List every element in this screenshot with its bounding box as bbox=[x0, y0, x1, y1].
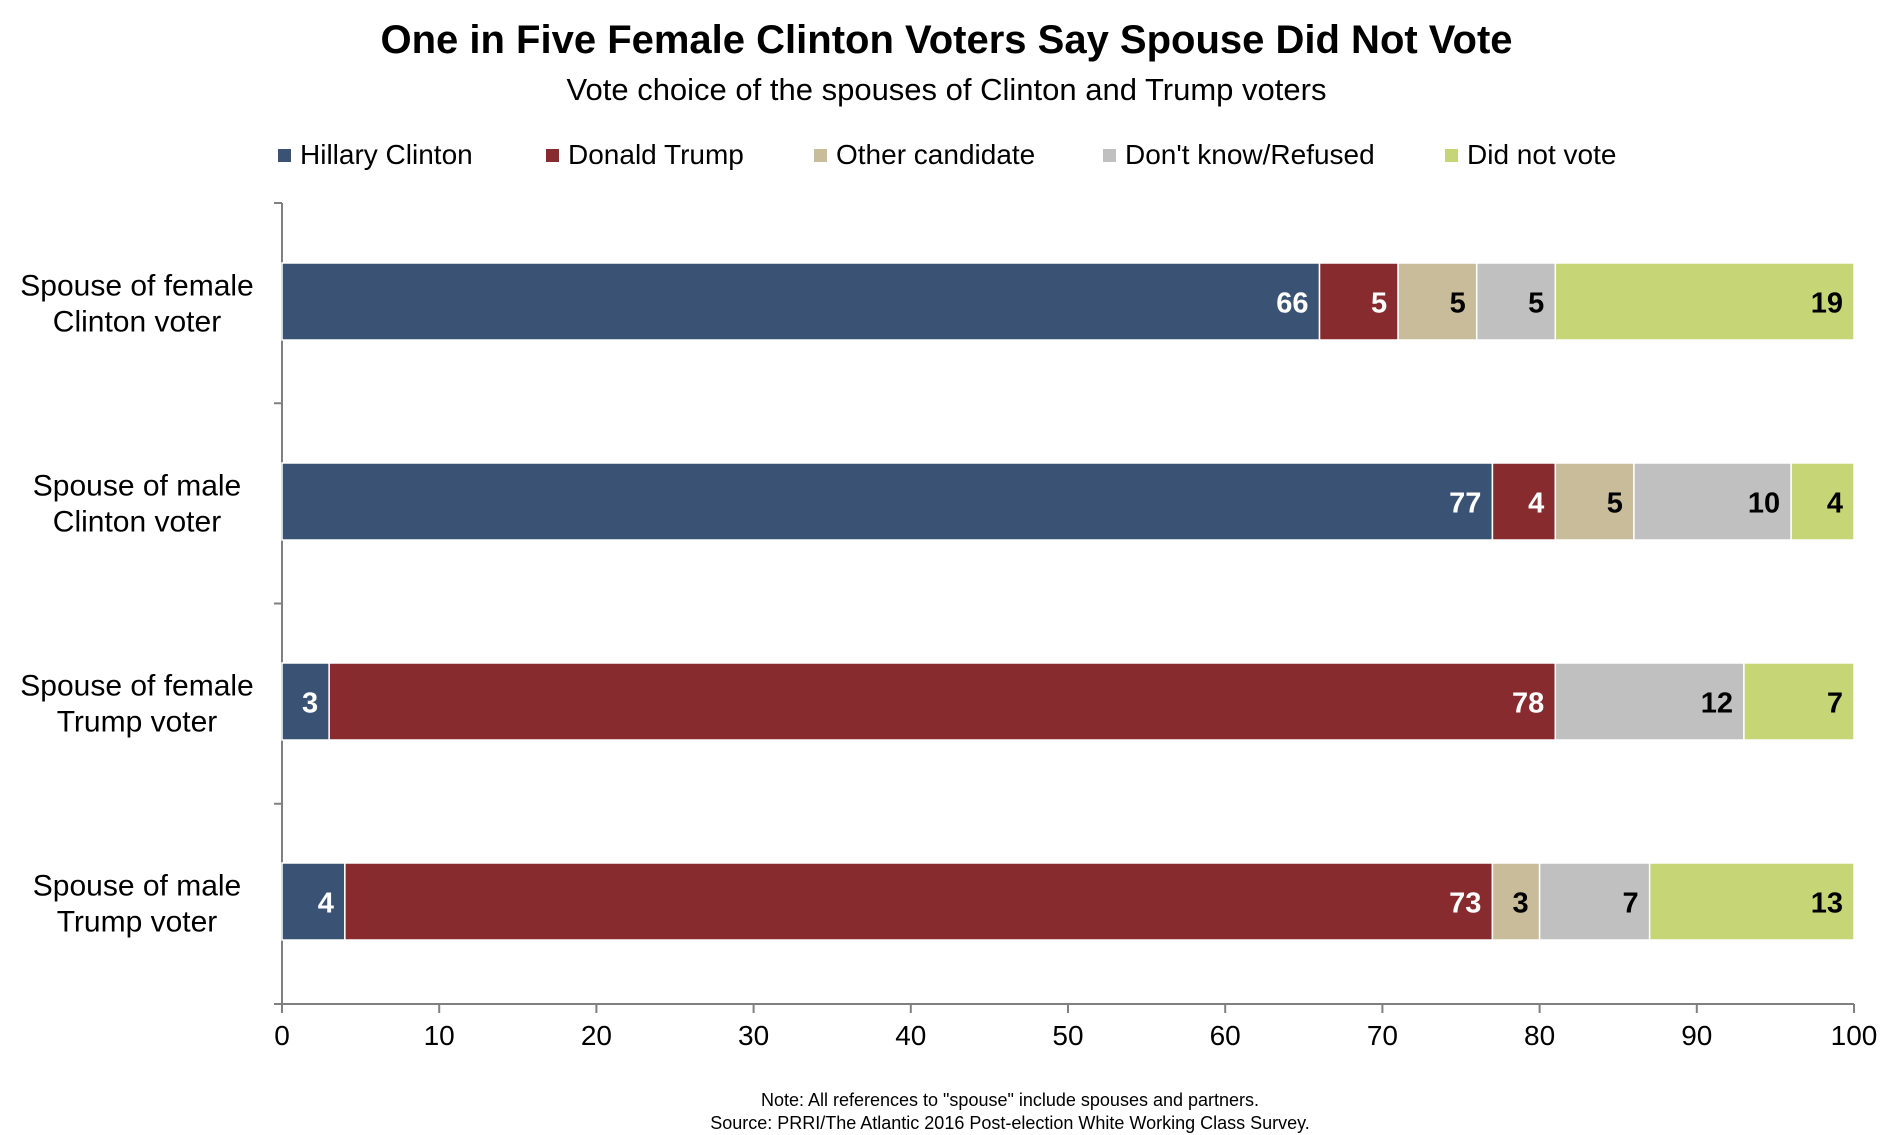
bar-segment-don-t-know-refused bbox=[1475, 262, 1557, 341]
bar-segment-don-t-know-refused bbox=[1538, 862, 1651, 941]
chart-source: Source: PRRI/The Atlantic 2016 Post-elec… bbox=[710, 1113, 1310, 1133]
data-label: 5 bbox=[1371, 288, 1387, 320]
chart-note: Note: All references to "spouse" include… bbox=[760, 1090, 1260, 1110]
x-tick-label: 0 bbox=[274, 1020, 290, 1051]
x-tick-label: 100 bbox=[1831, 1020, 1878, 1051]
legend-swatch-did-not-vote bbox=[1445, 148, 1458, 162]
legend-item-hillary-clinton: Hillary Clinton bbox=[278, 137, 473, 173]
x-tick-label: 40 bbox=[895, 1020, 926, 1051]
data-label: 4 bbox=[318, 888, 334, 920]
category-label: Spouse of female Trump voter bbox=[20, 670, 253, 739]
data-label: 5 bbox=[1528, 288, 1544, 320]
bar-segment-donald-trump bbox=[328, 662, 1557, 741]
legend-label-did-not-vote: Did not vote bbox=[1467, 139, 1617, 170]
category-label-line: Clinton voter bbox=[53, 506, 221, 539]
bar-segment-hillary-clinton bbox=[281, 862, 346, 941]
category-label-line: Clinton voter bbox=[53, 306, 221, 339]
x-tick-label: 50 bbox=[1052, 1020, 1083, 1051]
data-label: 13 bbox=[1811, 888, 1843, 920]
bar-segment-did-not-vote bbox=[1648, 862, 1855, 941]
x-tick-label: 10 bbox=[424, 1020, 455, 1051]
data-label: 12 bbox=[1701, 688, 1733, 720]
category-label-line: Trump voter bbox=[57, 706, 218, 739]
legend-swatch-other-candidate bbox=[814, 148, 827, 162]
data-label: 3 bbox=[302, 688, 318, 720]
chart-subtitle: Vote choice of the spouses of Clinton an… bbox=[566, 72, 1327, 107]
data-label: 4 bbox=[1528, 488, 1544, 520]
legend-swatch-donald-trump bbox=[546, 148, 559, 162]
data-label: 19 bbox=[1811, 288, 1843, 320]
bar-segment-did-not-vote bbox=[1790, 462, 1855, 541]
legend-label-other-candidate: Other candidate bbox=[836, 139, 1036, 170]
bar-segment-other-candidate bbox=[1491, 862, 1541, 941]
bar-segment-donald-trump bbox=[344, 862, 1494, 941]
data-label: 78 bbox=[1512, 688, 1544, 720]
category-label-line: Trump voter bbox=[57, 906, 218, 939]
legend-swatch-dont-know-refused bbox=[1103, 148, 1116, 162]
data-label: 77 bbox=[1449, 488, 1481, 520]
data-label: 73 bbox=[1449, 888, 1481, 920]
legend-label-dont-know-refused: Don't know/Refused bbox=[1125, 139, 1375, 170]
bar-segment-other-candidate bbox=[1554, 462, 1635, 541]
data-label: 5 bbox=[1607, 488, 1623, 520]
chart-title: One in Five Female Clinton Voters Say Sp… bbox=[380, 18, 1513, 62]
legend-item-donald-trump: Donald Trump bbox=[546, 137, 744, 173]
category-label-line: Spouse of male bbox=[33, 870, 241, 903]
bar-segment-donald-trump bbox=[1491, 462, 1557, 541]
legend-item-other-candidate: Other candidate bbox=[814, 137, 1035, 173]
legend-swatch-hillary-clinton bbox=[278, 148, 291, 162]
x-tick-label: 70 bbox=[1367, 1020, 1398, 1051]
bar-segment-hillary-clinton bbox=[281, 462, 1494, 541]
data-label: 5 bbox=[1450, 288, 1466, 320]
bar-segment-donald-trump bbox=[1318, 262, 1399, 341]
category-label-line: Spouse of male bbox=[33, 470, 241, 503]
bar-segment-other-candidate bbox=[1397, 262, 1478, 341]
legend-item-did-not-vote: Did not vote bbox=[1445, 137, 1616, 173]
bar-segment-did-not-vote bbox=[1743, 662, 1855, 741]
legend-label-hillary-clinton: Hillary Clinton bbox=[300, 139, 473, 170]
category-label: Spouse of female Clinton voter bbox=[20, 270, 253, 339]
x-tick-label: 30 bbox=[738, 1020, 769, 1051]
x-tick-label: 90 bbox=[1681, 1020, 1712, 1051]
bar-segment-did-not-vote bbox=[1554, 262, 1855, 341]
x-tick-label: 80 bbox=[1524, 1020, 1555, 1051]
data-label: 10 bbox=[1748, 488, 1780, 520]
data-label: 7 bbox=[1827, 688, 1843, 720]
category-label: Spouse of male Clinton voter bbox=[33, 470, 241, 539]
category-label: Spouse of male Trump voter bbox=[33, 870, 241, 939]
data-label: 4 bbox=[1827, 488, 1843, 520]
bar-segment-hillary-clinton bbox=[281, 262, 1321, 341]
x-tick-label: 20 bbox=[581, 1020, 612, 1051]
data-label: 66 bbox=[1276, 288, 1308, 320]
category-label-line: Spouse of female bbox=[20, 270, 253, 303]
data-label: 3 bbox=[1512, 888, 1528, 920]
x-tick-label: 60 bbox=[1210, 1020, 1241, 1051]
legend-label-donald-trump: Donald Trump bbox=[568, 139, 744, 170]
data-label: 7 bbox=[1622, 888, 1638, 920]
legend-item-dont-know-refused: Don't know/Refused bbox=[1103, 137, 1375, 173]
category-label-line: Spouse of female bbox=[20, 670, 253, 703]
